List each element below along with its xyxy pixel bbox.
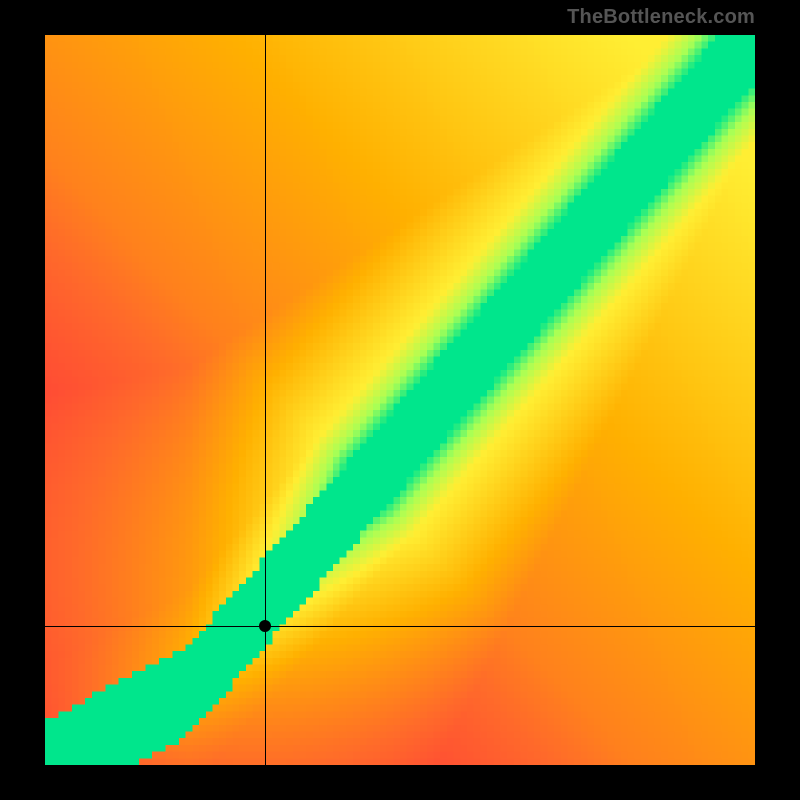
crosshair-horizontal [45, 626, 755, 627]
crosshair-vertical [265, 35, 266, 765]
page-root: TheBottleneck.com [0, 0, 800, 800]
crosshair-marker [259, 620, 271, 632]
heatmap-canvas [45, 35, 755, 765]
plot-area [45, 35, 755, 765]
watermark-text: TheBottleneck.com [567, 6, 755, 29]
